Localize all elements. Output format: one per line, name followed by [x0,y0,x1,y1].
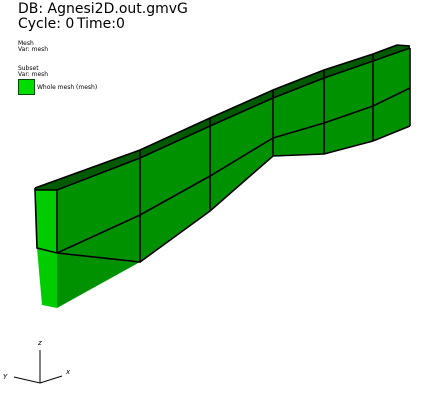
subset-legend-var: Var: mesh [18,71,49,78]
subset-color-swatch [18,79,35,95]
mesh-lower-front [57,88,410,262]
info-header: DB: Agnesi2D.out.gmvG Cycle: 0 Time:0 [18,2,188,32]
mesh-edge-top-front [35,47,411,191]
mesh-lower-left-front [57,253,140,308]
axis-z-label: z [38,339,42,347]
db-line: DB: Agnesi2D.out.gmvG [18,2,188,17]
mesh-upper-front [57,48,410,253]
time-label: Time:0 [77,16,125,32]
cycle-time-line: Cycle: 0 Time:0 [18,17,188,32]
mesh-edge-top-back [34,44,411,189]
axis-y-label: Y [3,373,8,381]
db-label: DB: Agnesi2D.out.gmvG [18,1,188,17]
mesh-left-upper [35,190,57,253]
subset-legend: Subset Var: mesh [18,66,48,78]
mesh-left-lower [37,248,57,308]
mesh-legend: Mesh Var: mesh [18,41,48,53]
subset-swatch-label: Whole mesh (mesh) [37,83,98,91]
mesh-legend-var: Var: mesh [18,46,49,53]
subset-legend-title: Subset [18,65,39,72]
cycle-label: Cycle: 0 [18,16,75,32]
mesh-legend-title: Mesh [18,40,34,47]
axis-y-line [13,376,41,384]
axis-x-line [39,375,63,384]
subset-swatch-row: Whole mesh (mesh) [18,79,97,95]
mesh-top-face [35,45,410,190]
axis-x-label: x [66,368,71,376]
mesh-edge-left [34,188,58,255]
